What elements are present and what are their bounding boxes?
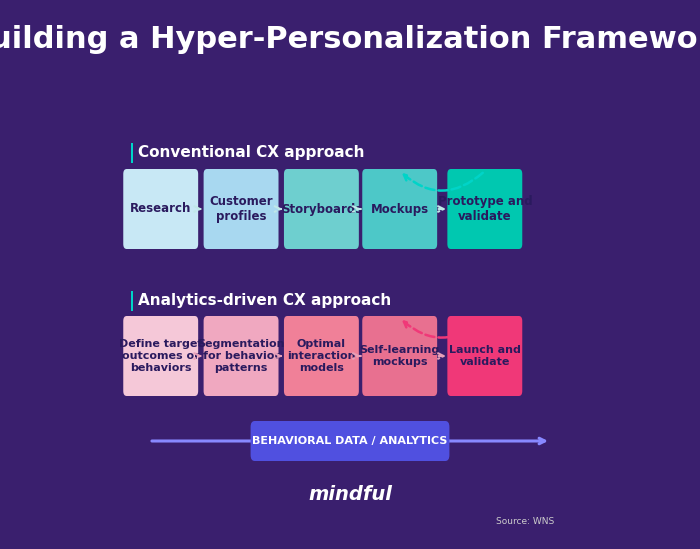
Text: Conventional CX approach: Conventional CX approach xyxy=(138,145,364,160)
Text: Analytics-driven CX approach: Analytics-driven CX approach xyxy=(138,294,391,309)
Text: Customer
profiles: Customer profiles xyxy=(209,195,273,223)
FancyBboxPatch shape xyxy=(447,316,522,396)
Text: Optimal
interaction
models: Optimal interaction models xyxy=(287,339,356,373)
Text: Self-learning
mockups: Self-learning mockups xyxy=(360,345,440,367)
Text: Prototype and
validate: Prototype and validate xyxy=(438,195,532,223)
Bar xyxy=(131,143,134,163)
FancyBboxPatch shape xyxy=(363,169,438,249)
Text: Mockups: Mockups xyxy=(370,203,429,216)
FancyBboxPatch shape xyxy=(123,316,198,396)
FancyBboxPatch shape xyxy=(447,169,522,249)
Text: Define target
outcomes or
behaviors: Define target outcomes or behaviors xyxy=(119,339,202,373)
Text: mindful: mindful xyxy=(308,485,392,503)
FancyBboxPatch shape xyxy=(204,169,279,249)
Text: Storyboards: Storyboards xyxy=(281,203,362,216)
Text: Research: Research xyxy=(130,203,191,216)
FancyBboxPatch shape xyxy=(123,169,198,249)
FancyBboxPatch shape xyxy=(363,316,438,396)
FancyBboxPatch shape xyxy=(284,316,359,396)
Text: Building a Hyper-Personalization Framework: Building a Hyper-Personalization Framewo… xyxy=(0,25,700,53)
Text: Segmentation
for behavior
patterns: Segmentation for behavior patterns xyxy=(197,339,285,373)
FancyBboxPatch shape xyxy=(204,316,279,396)
Text: Launch and
validate: Launch and validate xyxy=(449,345,521,367)
Text: BEHAVIORAL DATA / ANALYTICS: BEHAVIORAL DATA / ANALYTICS xyxy=(252,436,448,446)
FancyBboxPatch shape xyxy=(251,421,449,461)
Bar xyxy=(131,291,134,311)
Text: Source: WNS: Source: WNS xyxy=(496,517,554,525)
FancyBboxPatch shape xyxy=(284,169,359,249)
